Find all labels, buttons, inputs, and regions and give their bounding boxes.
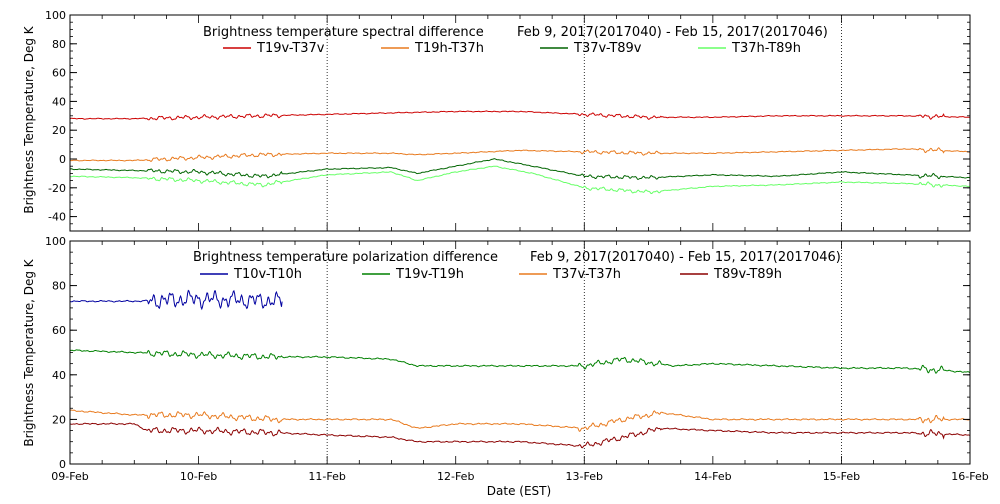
y-tick-label: 0 (59, 153, 66, 166)
panel-polarization-series (69, 289, 971, 449)
panel-polarization-ylabel: Brightness Temperature, Deg K (22, 258, 36, 446)
series-line-t37v-t37h (69, 409, 971, 432)
y-tick-label: 20 (52, 124, 66, 137)
x-tick-label: 15-Feb (823, 470, 860, 483)
panel-polarization-gridlines (326, 241, 842, 464)
y-tick-label: 20 (52, 413, 66, 426)
legend-label: T19v-T37v (256, 41, 325, 56)
series-line-t37v-t89v (70, 158, 971, 180)
panel-spectral-ticks (69, 14, 971, 232)
series-line-t89v-t89h (69, 422, 971, 449)
panel-spectral-y-tick-labels: -40 -20 0 20 40 60 80 100 (45, 9, 66, 224)
y-tick-label: -40 (48, 211, 66, 224)
legend-label: T37v-T37h (552, 267, 621, 282)
panel-polarization-y-tick-labels: 0 20 40 60 80 100 (45, 235, 66, 471)
y-tick-label: 80 (52, 38, 66, 51)
y-tick-label: 40 (52, 369, 66, 382)
legend-label: T10v-T10h (233, 267, 302, 282)
panel-spectral-subtitle: Feb 9, 2017(2017040) - Feb 15, 2017(2017… (517, 25, 828, 40)
y-tick-label: 100 (45, 235, 66, 248)
panel-spectral-series (69, 110, 971, 194)
panel-spectral-ylabel: Brightness Temperature, Deg K (22, 25, 36, 213)
panel-polarization-subtitle: Feb 9, 2017(2017040) - Feb 15, 2017(2017… (530, 250, 841, 265)
series-line-t10v-t10h (70, 289, 283, 311)
series-line-t19v-t37v (69, 110, 971, 121)
panel-spectral-gridlines (326, 15, 842, 231)
legend-label: T19v-T19h (395, 267, 464, 282)
legend-label: T37v-T89v (573, 41, 642, 56)
legend-label: T37h-T89h (731, 41, 801, 56)
series-line-t37h-t89h (70, 165, 971, 194)
x-tick-label: 10-Feb (180, 470, 217, 483)
legend-label: T19h-T37h (414, 41, 484, 56)
panel-spectral-title: Brightness temperature spectral differen… (203, 25, 484, 40)
panel-polarization: 0 20 40 60 80 100 09-Feb 10-Feb 11-Feb 12-Feb 13-… (22, 235, 989, 498)
panel-spectral-frame (69, 14, 971, 232)
x-tick-label: 13-Feb (566, 470, 603, 483)
y-tick-label: 0 (59, 458, 66, 471)
y-tick-label: 60 (52, 324, 66, 337)
y-tick-label: 60 (52, 67, 66, 80)
legend-label: T89v-T89h (713, 267, 782, 282)
y-tick-label: 80 (52, 280, 66, 293)
series-line-t19v-t19h (69, 349, 971, 374)
x-tick-label: 16-Feb (951, 470, 988, 483)
panel-polarization-ticks (69, 240, 971, 465)
x-tick-label: 11-Feb (308, 470, 345, 483)
x-axis-label: Date (EST) (487, 484, 551, 498)
y-tick-label: -20 (48, 182, 66, 195)
series-line-t19h-t37h (69, 147, 971, 162)
y-tick-label: 40 (52, 95, 66, 108)
panel-spectral-legend: T19v-T37v T19h-T37h T37v-T89v T37h-T89h (223, 41, 801, 56)
x-tick-label: 12-Feb (437, 470, 474, 483)
x-tick-label: 14-Feb (694, 470, 731, 483)
panel-polarization-legend: T10v-T10h T19v-T19h T37v-T37h T89v-T89h (200, 267, 782, 282)
x-tick-label: 09-Feb (51, 470, 88, 483)
y-tick-label: 100 (45, 9, 66, 22)
panel-polarization-title: Brightness temperature polarization diff… (193, 250, 498, 265)
panel-spectral: -40 -20 0 20 40 60 80 100 Brightness Temperatur… (22, 9, 971, 232)
panel-polarization-x-tick-labels: 09-Feb 10-Feb 11-Feb 12-Feb 13-Feb 14-Feb 15-F… (51, 470, 988, 483)
